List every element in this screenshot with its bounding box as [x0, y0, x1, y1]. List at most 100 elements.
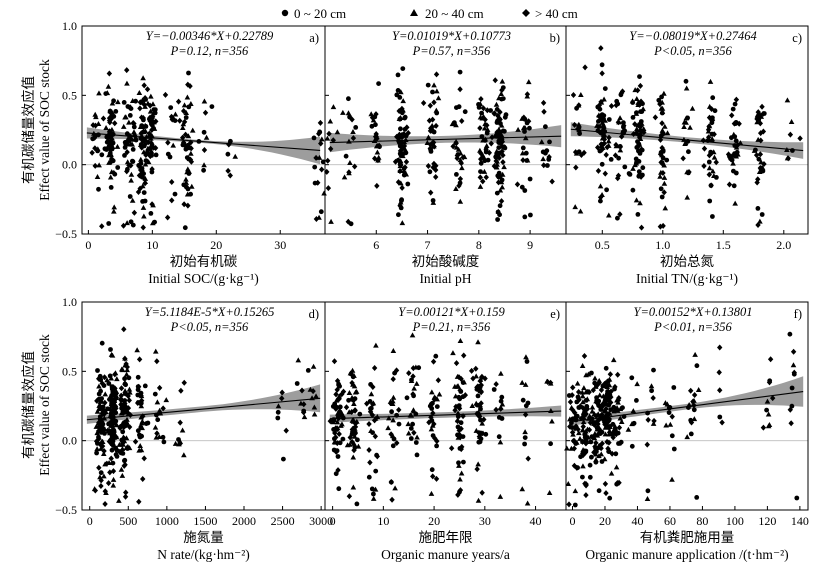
point-d: [301, 401, 307, 408]
point-f: [580, 404, 586, 411]
point-f: [671, 446, 677, 452]
point-b: [456, 182, 462, 189]
point-e: [343, 404, 350, 411]
point-c: [757, 165, 764, 172]
point-a: [137, 99, 144, 106]
point-b: [477, 101, 484, 107]
point-d: [156, 433, 163, 439]
point-b: [330, 104, 337, 110]
point-c: [661, 189, 667, 196]
point-c: [602, 170, 608, 177]
point-e: [455, 414, 461, 419]
point-c: [658, 186, 664, 192]
point-c: [755, 176, 761, 183]
point-e: [434, 396, 440, 402]
point-c: [598, 98, 604, 105]
point-c: [599, 112, 605, 117]
point-a: [201, 167, 207, 173]
x-tick-label-c: 1.5: [716, 238, 731, 252]
point-d: [135, 428, 141, 434]
panel-label-d: d): [309, 307, 319, 321]
point-a: [106, 70, 113, 77]
point-a: [92, 162, 98, 169]
point-c: [617, 211, 623, 218]
point-b: [493, 148, 500, 154]
point-e: [336, 430, 342, 437]
point-a: [92, 133, 98, 139]
point-e: [335, 454, 341, 459]
point-f: [594, 432, 601, 438]
point-e: [351, 400, 357, 406]
point-b: [457, 86, 463, 93]
point-a: [127, 113, 133, 118]
point-a: [125, 166, 130, 172]
point-b: [485, 157, 491, 163]
x-axis-title-cn-e: 施肥年限: [419, 530, 473, 545]
y-tick-label-a: 1.0: [62, 19, 77, 33]
point-a: [105, 83, 112, 89]
point-f: [645, 416, 651, 423]
point-c: [599, 161, 605, 167]
point-d: [298, 400, 304, 406]
point-d: [109, 384, 115, 390]
point-f: [767, 356, 774, 363]
x-tick-label-d: 2000: [232, 514, 256, 528]
point-c: [684, 194, 691, 200]
point-d: [104, 377, 110, 383]
point-e: [454, 417, 461, 423]
point-e: [366, 446, 372, 453]
point-c: [757, 151, 764, 158]
point-a: [316, 154, 323, 160]
point-c: [732, 101, 738, 107]
point-e: [335, 410, 342, 416]
point-d: [138, 403, 145, 409]
point-c: [640, 172, 645, 178]
point-e: [473, 400, 479, 406]
point-c: [630, 165, 636, 171]
point-d: [96, 404, 103, 411]
point-a: [186, 171, 192, 176]
point-d: [139, 418, 146, 424]
point-c: [725, 151, 732, 158]
regression-stats-b: P=0.57, n=356: [412, 44, 491, 58]
x-axis-title-cn-c: 初始总氮: [660, 253, 714, 269]
point-d: [152, 348, 159, 354]
point-b: [543, 124, 548, 130]
point-c: [664, 130, 671, 136]
point-a: [180, 107, 187, 114]
point-b: [453, 144, 460, 150]
point-e: [340, 388, 347, 395]
point-f: [579, 450, 586, 457]
point-e: [456, 460, 461, 466]
point-c: [681, 119, 688, 125]
point-f: [599, 459, 605, 464]
point-d: [310, 363, 317, 369]
point-b: [327, 118, 334, 124]
point-a: [143, 158, 149, 164]
point-e: [404, 395, 410, 401]
point-a: [312, 164, 318, 170]
point-d: [122, 421, 127, 427]
point-f: [596, 392, 603, 398]
point-f: [629, 375, 635, 381]
y-tick-label-d: 0.0: [62, 434, 77, 448]
point-e: [474, 384, 480, 391]
point-b: [484, 130, 490, 136]
point-e: [405, 430, 412, 436]
point-b: [431, 129, 437, 135]
point-c: [637, 82, 644, 89]
point-f: [613, 464, 620, 470]
point-e: [405, 421, 412, 427]
point-b: [519, 184, 525, 190]
point-e: [392, 370, 397, 376]
point-a: [96, 90, 102, 96]
point-e: [368, 406, 373, 412]
point-c: [708, 182, 714, 189]
confidence-band-b: [329, 125, 562, 153]
point-e: [336, 486, 342, 492]
panel-label-f: f): [794, 307, 802, 321]
legend-label-20-40: 20 ~ 40 cm: [425, 6, 484, 21]
point-e: [499, 394, 505, 400]
point-c: [622, 164, 628, 170]
point-f: [607, 371, 614, 378]
